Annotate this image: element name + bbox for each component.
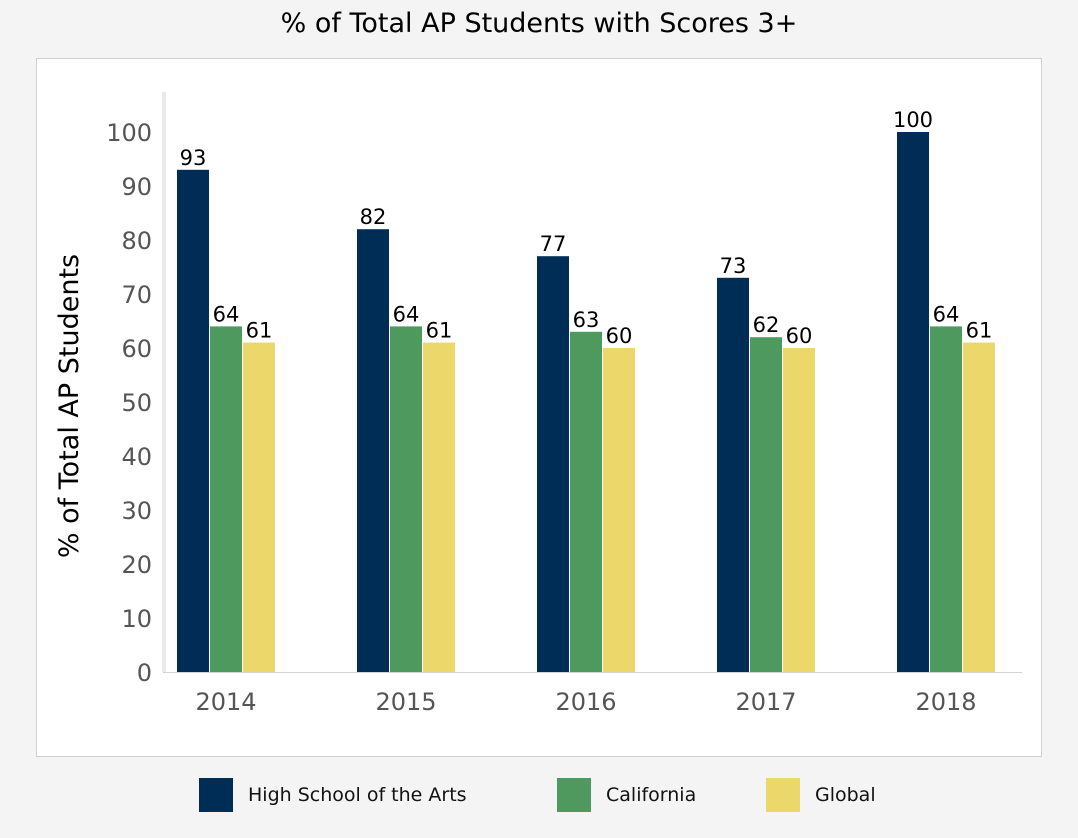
data-label: 100: [893, 108, 933, 132]
bar: [603, 348, 635, 672]
y-tick-label: 80: [121, 227, 152, 255]
bar: [210, 326, 242, 672]
legend-label: California: [606, 784, 697, 806]
legend-swatch: [557, 778, 591, 812]
chart-title: % of Total AP Students with Scores 3+: [280, 8, 798, 39]
y-tick-label: 100: [106, 119, 152, 147]
data-label: 64: [213, 302, 240, 326]
x-tick-label: 2014: [195, 688, 256, 716]
y-tick-label: 90: [121, 173, 152, 201]
data-label: 63: [573, 308, 600, 332]
legend-item-global: Global: [766, 778, 876, 812]
y-tick-label: 40: [121, 443, 152, 471]
data-label: 61: [426, 319, 453, 343]
bar: [423, 342, 455, 672]
bar: [537, 256, 569, 672]
bar: [243, 342, 275, 672]
data-label: 82: [360, 205, 387, 229]
data-label: 60: [606, 324, 633, 348]
y-axis-title: % of Total AP Students: [54, 254, 85, 558]
data-label: 61: [246, 319, 273, 343]
data-label: 64: [393, 302, 420, 326]
data-label: 73: [720, 254, 747, 278]
bar: [963, 342, 995, 672]
legend-swatch: [199, 778, 233, 812]
bar: [390, 326, 422, 672]
data-label: 61: [966, 319, 993, 343]
bar: [750, 337, 782, 672]
bar: [570, 331, 602, 672]
y-tick-label: 30: [121, 497, 152, 525]
bar: [357, 229, 389, 672]
y-tick-label: 60: [121, 335, 152, 363]
legend-label: Global: [815, 784, 876, 806]
legend-item-california: California: [557, 778, 696, 812]
y-tick-label: 0: [137, 659, 152, 687]
data-label: 64: [933, 302, 960, 326]
y-tick-label: 50: [121, 389, 152, 417]
data-label: 62: [753, 313, 780, 337]
legend: High School of the Arts California Globa…: [0, 778, 1078, 814]
y-tick-label: 70: [121, 281, 152, 309]
data-label: 77: [540, 232, 567, 256]
bar: [717, 277, 749, 672]
bar: [897, 132, 929, 672]
legend-swatch: [766, 778, 800, 812]
data-label: 93: [180, 146, 207, 170]
data-label: 60: [786, 324, 813, 348]
bar: [783, 348, 815, 672]
bar: [177, 169, 209, 673]
legend-label: High School of the Arts: [248, 784, 467, 806]
x-tick-label: 2015: [375, 688, 436, 716]
x-tick-label: 2016: [555, 688, 616, 716]
x-tick-label: 2018: [915, 688, 976, 716]
y-tick-label: 20: [121, 551, 152, 579]
x-tick-label: 2017: [735, 688, 796, 716]
y-tick-label: 10: [121, 605, 152, 633]
bar: [930, 326, 962, 672]
legend-item-high-school-of-the-arts: High School of the Arts: [199, 778, 467, 812]
